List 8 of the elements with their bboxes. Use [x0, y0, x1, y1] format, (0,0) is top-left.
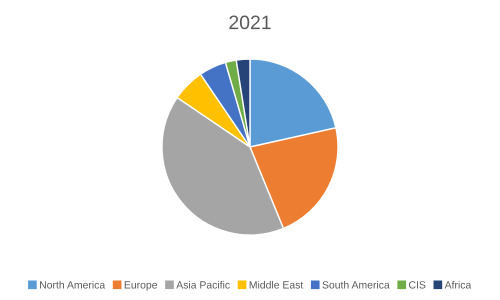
legend-label: North America	[40, 280, 106, 289]
legend-label: Europe	[124, 281, 158, 291]
chart-title: 2021	[229, 16, 271, 30]
legend-label: Middle East	[250, 280, 304, 289]
legend-label: CIS	[409, 281, 426, 289]
legend-label: Asia Pacific	[176, 280, 230, 289]
legend-label: Africa	[444, 280, 472, 289]
legend-label: South America	[322, 280, 390, 289]
